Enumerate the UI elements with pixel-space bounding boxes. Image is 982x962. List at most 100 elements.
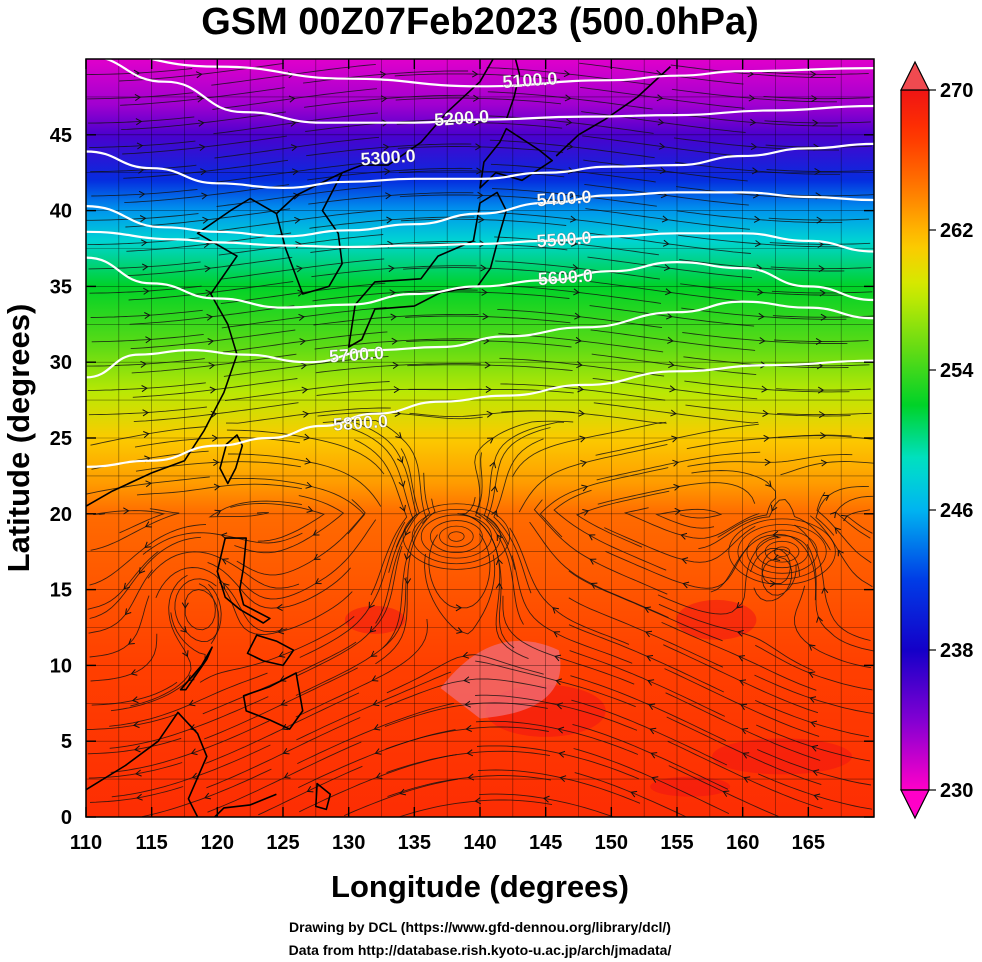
flow-arrowhead	[565, 118, 573, 126]
streamline	[86, 476, 210, 495]
flow-arrowhead	[672, 459, 680, 467]
flow-arrowhead	[590, 582, 598, 589]
flow-arrowhead	[810, 720, 818, 728]
flow-arrowhead	[667, 336, 674, 344]
flow-arrowhead	[813, 793, 821, 801]
streamline	[771, 290, 873, 294]
coastline-mindanao	[242, 672, 304, 730]
flow-arrowhead	[135, 118, 143, 126]
flow-arrowhead	[759, 337, 766, 345]
flow-arrowhead	[136, 793, 143, 801]
flow-arrowhead	[821, 587, 829, 594]
flow-arrowhead	[740, 703, 748, 711]
contour-line	[86, 300, 874, 379]
x-tick-label: 120	[201, 832, 234, 854]
flow-arrowhead	[486, 410, 494, 418]
flow-arrowhead	[306, 506, 314, 513]
flow-arrowhead	[190, 748, 198, 756]
flow-arrowhead	[472, 94, 480, 102]
coastline-borneo	[86, 711, 208, 817]
flow-arrowhead	[207, 338, 215, 346]
flow-arrowhead	[556, 702, 564, 710]
flow-arrowhead	[840, 514, 848, 522]
flow-arrowhead	[181, 602, 189, 609]
flow-arrowhead	[195, 71, 203, 79]
flow-arrowhead	[809, 696, 817, 703]
flow-arrowhead	[123, 507, 130, 515]
flow-arrowhead	[808, 671, 816, 678]
flow-arrowhead	[300, 362, 308, 370]
flow-arrowhead	[577, 385, 584, 393]
flow-arrowhead	[210, 410, 218, 418]
streamline	[87, 551, 159, 610]
flow-arrowhead	[393, 386, 401, 394]
flow-arrowhead	[301, 386, 309, 394]
y-tick-label: 5	[61, 731, 72, 753]
flow-arrowhead	[288, 95, 296, 103]
flow-arrowhead	[648, 703, 656, 710]
flow-arrowhead	[811, 744, 819, 752]
flow-arrowhead	[576, 361, 583, 369]
flow-arrowhead	[290, 144, 298, 152]
flow-arrowhead	[772, 530, 779, 538]
flow-arrowhead	[371, 675, 379, 682]
flow-arrowhead	[573, 288, 580, 296]
flow-arrowhead	[559, 775, 567, 783]
flow-arrowhead	[671, 435, 678, 443]
flow-arrowhead	[138, 190, 146, 198]
flow-arrowhead	[303, 433, 311, 441]
flow-arrowhead	[375, 772, 383, 780]
flow-arrowhead	[368, 601, 375, 609]
flow-arrowhead	[404, 553, 411, 561]
flow-arrowhead	[661, 215, 669, 223]
warm-patch	[712, 738, 853, 775]
warm-patch	[344, 605, 405, 634]
flow-arrowhead	[476, 167, 483, 175]
flow-arrowhead	[663, 264, 671, 272]
flow-arrowhead	[296, 265, 303, 273]
flow-arrowhead	[658, 142, 666, 150]
colorbar-tick-label: 246	[940, 500, 973, 522]
colorbar-tick-label: 254	[940, 360, 974, 382]
coastline-korea	[275, 172, 343, 295]
y-axis-label: Latitude (degrees)	[1, 304, 36, 573]
flow-arrowhead	[134, 745, 141, 753]
x-tick-label: 125	[266, 832, 299, 854]
flow-arrowhead	[312, 529, 320, 536]
flow-arrowhead	[575, 336, 582, 344]
flow-arrowhead	[204, 792, 211, 800]
contour-line	[86, 359, 874, 468]
flow-arrowhead	[579, 435, 587, 443]
y-tick-label: 10	[50, 655, 72, 677]
flow-arrowhead	[477, 191, 484, 199]
flow-arrowhead	[666, 312, 673, 320]
flow-arrowhead	[399, 788, 407, 796]
flow-arrowhead	[202, 216, 209, 224]
streamline	[90, 633, 158, 682]
flow-arrowhead	[474, 797, 482, 805]
flow-arrowhead	[289, 119, 297, 127]
flow-arrowhead	[280, 699, 288, 706]
streamline	[86, 213, 199, 221]
eddy-ring	[746, 529, 818, 574]
streamline	[809, 515, 873, 588]
flow-arrowhead	[811, 95, 818, 103]
flow-arrowhead	[657, 118, 665, 126]
flow-arrowhead	[142, 409, 149, 417]
flow-arrowhead	[485, 385, 492, 394]
streamline	[258, 765, 363, 816]
contour-line	[102, 59, 874, 124]
flow-arrowhead	[384, 168, 391, 176]
contour-label: 5300.0	[360, 146, 416, 170]
x-tick-label: 135	[398, 832, 431, 854]
credit-line-1: Drawing by DCL (https://www.gfd-dennou.o…	[289, 919, 671, 935]
flow-arrowhead	[397, 456, 404, 464]
flow-arrowhead	[462, 651, 470, 659]
flow-arrowhead	[139, 215, 147, 223]
flow-arrowhead	[382, 143, 390, 151]
streamline	[768, 217, 870, 221]
flow-arrowhead	[145, 480, 152, 488]
flow-arrowhead	[135, 769, 142, 777]
flow-arrowhead	[749, 118, 757, 126]
flow-arrowhead	[141, 263, 149, 271]
